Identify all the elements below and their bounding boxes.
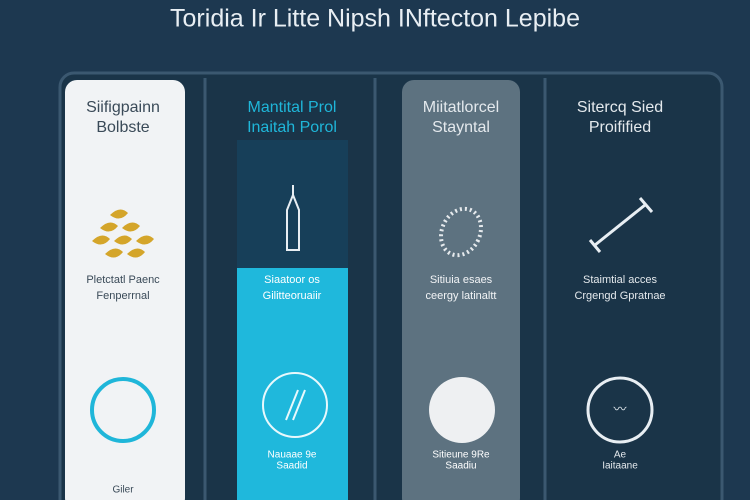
- column-heading: Bolbste: [96, 119, 149, 136]
- column-heading: Siifigpainn: [86, 99, 160, 116]
- column-footer: Iaitaane: [602, 461, 638, 472]
- title: Toridia Ir Litte Nipsh INftecton Lepibe: [170, 5, 580, 33]
- column-heading: Proifified: [589, 119, 651, 136]
- frame: [58, 71, 724, 500]
- syringe-icon: [588, 197, 654, 253]
- column-heading: Stayntal: [432, 119, 490, 136]
- column-caption: Siaatoor os: [264, 274, 320, 286]
- column-footer: Giler: [112, 485, 134, 496]
- dots-icon: [439, 206, 483, 258]
- column-caption: Fenperrnal: [96, 290, 149, 302]
- circle-icon: [262, 372, 328, 438]
- column-footer: Nauaae 9e: [268, 450, 317, 461]
- column-heading: Sitercq Sied: [577, 99, 663, 116]
- leaf-icon: [92, 209, 154, 258]
- circle-icon: [586, 376, 654, 444]
- column-footer: Sitieune 9Re: [432, 450, 490, 461]
- column-footer: Saadiu: [445, 461, 476, 472]
- column-caption: Pletctatl Paenc: [86, 274, 160, 286]
- column-footer: Ae: [614, 450, 627, 461]
- column-caption: Staimtial acces: [583, 274, 657, 286]
- vial-icon: [286, 185, 300, 251]
- circle-icon: [429, 377, 495, 443]
- column-heading: Mantital Prol: [248, 99, 337, 116]
- column-caption: Crgengd Gpratnae: [574, 290, 665, 302]
- column-caption: Sitiuia esaes: [430, 274, 493, 286]
- column-caption: Gilitteoruaiir: [263, 290, 322, 302]
- column-footer: Saadid: [276, 461, 307, 472]
- column-heading: Inaitah Porol: [247, 119, 337, 136]
- panel: [237, 268, 348, 500]
- circle-mark: 〰: [613, 401, 626, 416]
- column-caption: ceergy latinaltt: [426, 290, 497, 302]
- column-heading: Miitatlorcel: [423, 99, 499, 116]
- panel: [237, 140, 348, 268]
- circle-icon: [90, 377, 156, 443]
